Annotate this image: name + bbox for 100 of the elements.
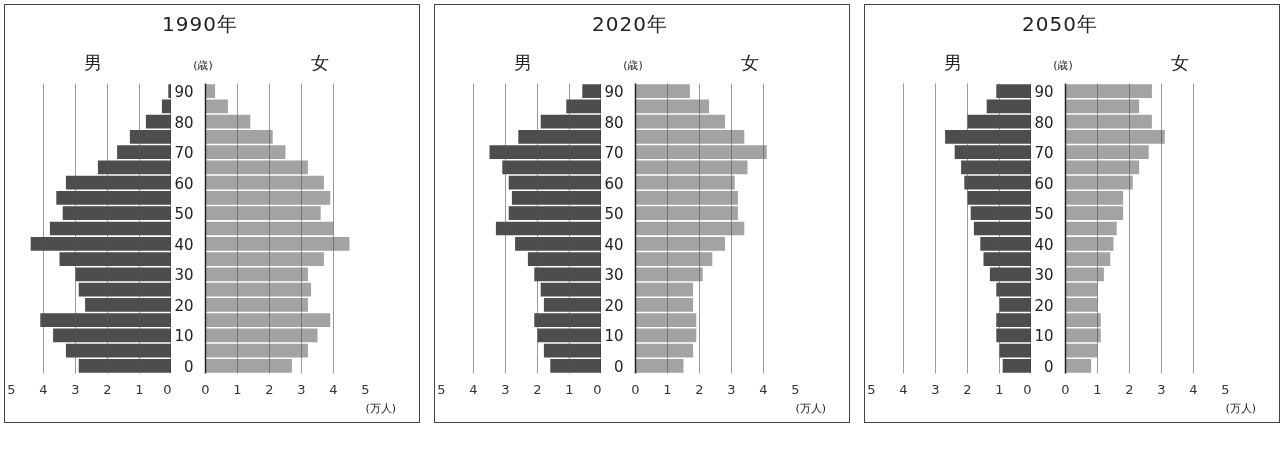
y-tick-label: 30: [604, 266, 624, 285]
bar: [635, 359, 684, 373]
bar: [97, 160, 171, 175]
y-tick-label: 0: [1043, 357, 1054, 376]
y-axis-title: (歳): [1053, 58, 1073, 74]
x-tick-label: 3: [727, 381, 736, 397]
y-tick-label: 70: [174, 144, 194, 163]
text: 男: [514, 51, 532, 75]
y-tick-label: 10: [604, 327, 624, 346]
y-tick-label: 80: [1034, 113, 1054, 132]
y-tick-label: 50: [1034, 205, 1054, 224]
y-tick-label: 30: [1034, 266, 1054, 285]
x-tick-label: 0: [631, 381, 640, 397]
y-tick-label: 90: [604, 83, 624, 102]
bar: [996, 84, 1031, 98]
bar: [635, 84, 690, 98]
x-tick-label: 1: [1093, 381, 1102, 397]
text: 男: [84, 51, 102, 75]
x-tick-label: 3: [501, 381, 510, 397]
bar: [1065, 359, 1092, 373]
x-tick-label: 4: [899, 381, 908, 397]
bar: [205, 160, 308, 175]
x-tick-label: 5: [7, 381, 16, 397]
y-tick-label: 70: [604, 144, 624, 163]
x-tick-label: 2: [265, 381, 274, 397]
x-tick-label: 4: [39, 381, 48, 397]
x-tick-label: 5: [361, 381, 370, 397]
x-tick-label: 2: [1125, 381, 1134, 397]
series-label: 女: [1171, 51, 1189, 75]
bar: [1065, 282, 1098, 297]
x-tick-label: 0: [593, 381, 602, 397]
bar: [495, 221, 601, 236]
bar: [635, 221, 745, 236]
bar: [550, 359, 601, 373]
y-tick-label: 90: [1034, 83, 1054, 102]
x-tick-label: 0: [1023, 381, 1032, 397]
bar: [205, 343, 308, 358]
x-axis-title: (万人): [795, 401, 826, 417]
y-tick-label: 60: [174, 174, 194, 193]
bar: [168, 84, 171, 98]
bar: [1065, 99, 1140, 114]
y-tick-label: 20: [1034, 296, 1054, 315]
bar: [1065, 84, 1152, 98]
bar: [49, 221, 171, 236]
bar: [78, 282, 171, 297]
x-tick-label: 0: [201, 381, 210, 397]
bar: [1002, 359, 1031, 373]
x-tick-label: 3: [297, 381, 306, 397]
chart-title: 2020年: [592, 11, 668, 38]
y-tick-label: 80: [174, 113, 194, 132]
y-axis-title: (歳): [623, 58, 643, 74]
bar: [502, 160, 601, 175]
y-tick-label: 40: [1034, 235, 1054, 254]
bar: [996, 282, 1031, 297]
x-tick-label: 1: [233, 381, 242, 397]
y-tick-label: 10: [1034, 327, 1054, 346]
text: 男: [944, 51, 962, 75]
bar: [65, 343, 171, 358]
bar: [566, 99, 601, 114]
y-tick-label: 90: [174, 83, 194, 102]
x-tick-label: 2: [103, 381, 112, 397]
x-tick-label: 4: [329, 381, 338, 397]
y-tick-label: 60: [604, 174, 624, 193]
chart-title: 1990年: [162, 11, 238, 38]
x-tick-label: 0: [1061, 381, 1070, 397]
bar: [1065, 221, 1117, 236]
y-axis-title: (歳): [193, 58, 213, 74]
x-tick-label: 5: [791, 381, 800, 397]
bar: [205, 359, 292, 373]
x-tick-label: 5: [1221, 381, 1230, 397]
x-tick-label: 0: [163, 381, 172, 397]
y-tick-label: 20: [604, 296, 624, 315]
x-tick-label: 2: [533, 381, 542, 397]
y-tick-label: 40: [604, 235, 624, 254]
x-tick-label: 4: [469, 381, 478, 397]
bar: [1065, 160, 1140, 175]
bar: [540, 282, 601, 297]
x-tick-label: 3: [931, 381, 940, 397]
bar: [161, 99, 171, 114]
x-tick-label: 3: [71, 381, 80, 397]
y-tick-label: 30: [174, 266, 194, 285]
x-tick-label: 2: [963, 381, 972, 397]
bar: [635, 99, 710, 114]
x-tick-label: 1: [663, 381, 672, 397]
y-tick-label: 50: [604, 205, 624, 224]
x-tick-label: 5: [867, 381, 876, 397]
x-tick-label: 2: [695, 381, 704, 397]
bar: [205, 282, 312, 297]
y-tick-label: 0: [613, 357, 624, 376]
bar: [1065, 343, 1098, 358]
bar: [78, 359, 171, 373]
bar: [961, 160, 1031, 175]
y-tick-label: 50: [174, 205, 194, 224]
bar: [635, 343, 694, 358]
x-tick-label: 4: [1189, 381, 1198, 397]
y-tick-label: 70: [1034, 144, 1054, 163]
bar: [543, 343, 601, 358]
y-tick-label: 80: [604, 113, 624, 132]
text: 女: [741, 51, 759, 75]
bar: [999, 343, 1031, 358]
